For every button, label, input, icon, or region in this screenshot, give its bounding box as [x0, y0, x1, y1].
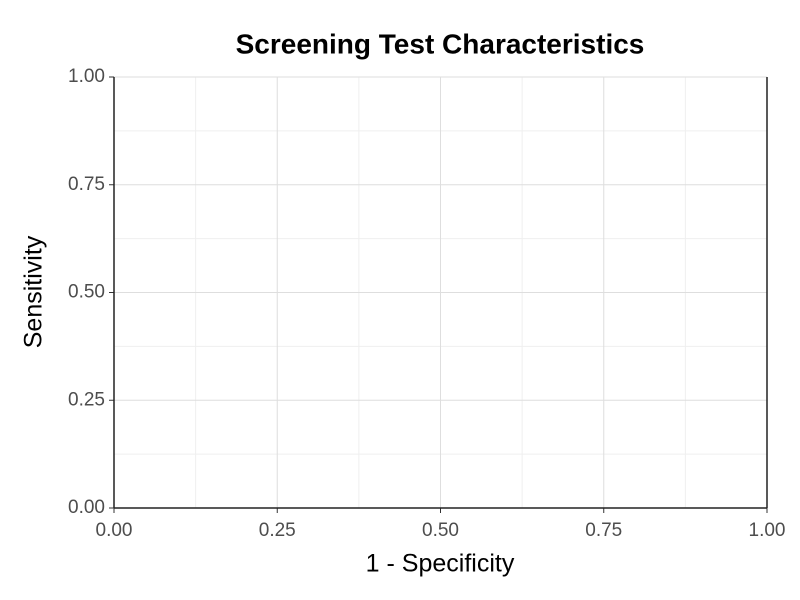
y-axis-label: Sensitivity — [20, 235, 48, 348]
chart-title: Screening Test Characteristics — [236, 28, 645, 59]
y-tick-label: 0.50 — [68, 282, 105, 303]
x-axis-label: 1 - Specificity — [366, 550, 515, 578]
x-tick-label: 0.25 — [259, 520, 296, 541]
y-tick-label: 0.75 — [68, 174, 105, 195]
x-tick-label: 1.00 — [749, 520, 786, 541]
x-tick-label: 0.50 — [422, 520, 459, 541]
y-tick-label: 1.00 — [68, 66, 105, 87]
y-tick-label: 0.00 — [68, 497, 105, 518]
x-tick-label: 0.00 — [96, 520, 133, 541]
y-tick-label: 0.25 — [68, 389, 105, 410]
x-tick-label: 0.75 — [585, 520, 622, 541]
